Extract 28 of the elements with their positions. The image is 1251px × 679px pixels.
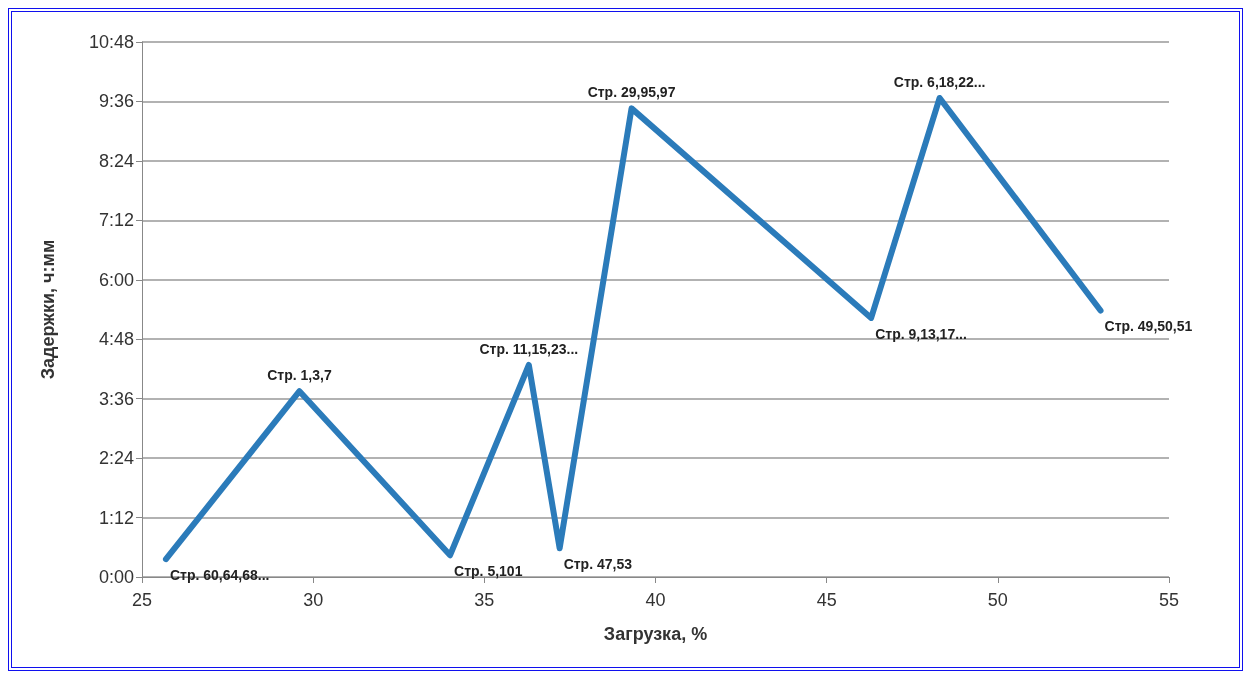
x-tick-label: 25 [131,590,153,610]
y-axis-title: Задержки, ч:мм [38,239,58,380]
y-tick-label: 7:12 [98,210,134,231]
annotation: Стр. 60,64,68... [169,567,270,584]
y-tick-label: 10:48 [88,32,134,52]
y-tick-label: 1:12 [98,507,134,528]
annotation: Стр. 11,15,23... [479,340,579,357]
x-axis-title: Загрузка, % [603,624,708,644]
annotation: Стр. 5,101 [454,563,523,580]
x-tick-label: 40 [645,590,666,610]
x-tick-label: 35 [474,590,495,610]
x-tick-label: 50 [987,590,1008,610]
y-tick-label: 9:36 [98,91,134,112]
y-tick-label: 6:00 [98,269,134,290]
annotation: Стр. 49,50,51 [1104,318,1193,335]
x-tick-label: 55 [1158,590,1180,610]
y-tick-label: 0:00 [98,567,134,587]
annotation: Стр. 9,13,17... [875,325,967,342]
annotation: Стр. 29,95,97 [587,84,676,101]
y-tick-label: 4:48 [98,329,134,350]
x-tick-label: 45 [816,590,837,610]
y-tick-label: 2:24 [98,448,134,469]
y-tick-label: 3:36 [98,388,134,409]
annotation: Стр. 47,53 [563,556,633,573]
annotation: Стр. 6,18,22... [893,73,986,90]
annotation: Стр. 1,3,7 [267,367,332,384]
x-tick-label: 30 [303,590,324,610]
y-tick-label: 8:24 [98,150,134,171]
